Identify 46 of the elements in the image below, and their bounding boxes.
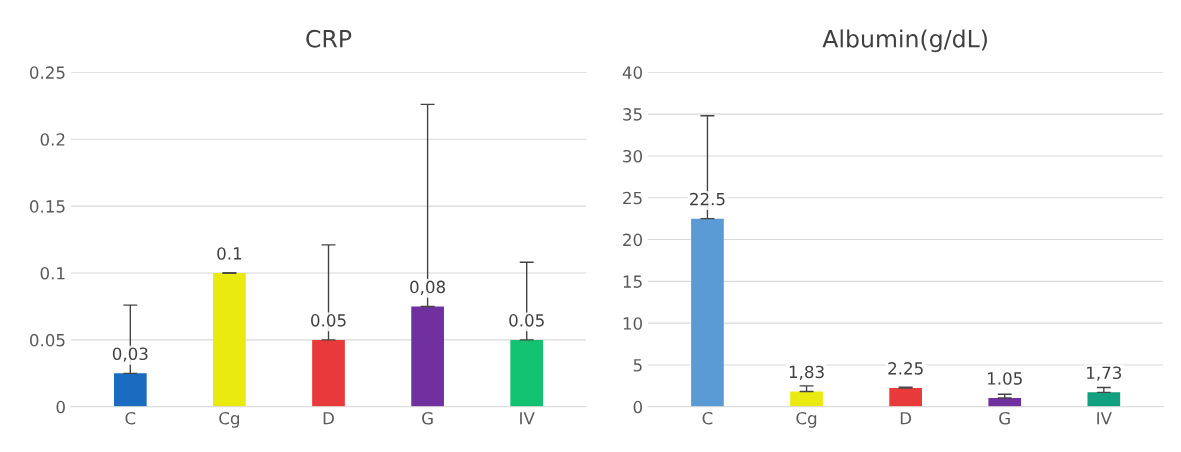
data-label: 0.1 (217, 247, 242, 260)
y-tick-label: 15 (623, 275, 642, 288)
data-label: 1.05 (988, 372, 1022, 385)
chart-title: Albumin(g/dL) (822, 29, 987, 53)
data-label: 2.25 (888, 362, 923, 375)
x-tick-label: G (422, 411, 433, 425)
y-tick-label: 0.05 (29, 333, 65, 347)
y-tick-label: 40 (622, 66, 643, 79)
bar (213, 273, 246, 407)
bar (691, 218, 724, 407)
x-tick-label: C (125, 411, 136, 425)
x-tick-label: IV (1097, 412, 1112, 425)
x-tick-label: C (702, 411, 713, 425)
x-tick-label: IV (520, 412, 535, 425)
y-tick-label: 35 (623, 108, 642, 121)
bar (411, 306, 444, 407)
bar (312, 339, 345, 407)
bar (113, 373, 147, 407)
y-tick-label: 0.25 (29, 66, 65, 79)
y-tick-label: 5 (633, 359, 642, 372)
x-tick-label: D (900, 412, 912, 425)
y-tick-label: 0.15 (29, 200, 65, 213)
x-tick-label: D (323, 412, 334, 425)
y-tick-label: 0 (56, 400, 65, 414)
data-label: 1,73 (1087, 366, 1122, 381)
x-tick-label: Cg (796, 411, 817, 428)
y-tick-label: 0 (633, 400, 643, 414)
data-label: 0,03 (112, 347, 148, 362)
y-tick-label: 20 (623, 233, 643, 247)
y-tick-label: 0.1 (40, 266, 65, 280)
data-label: 0,08 (410, 280, 446, 295)
x-tick-label: G (999, 411, 1010, 425)
y-tick-label: 25 (623, 191, 642, 205)
bar (790, 391, 823, 407)
bar (1087, 392, 1121, 407)
bar (889, 387, 922, 407)
y-tick-label: 0.2 (40, 133, 65, 146)
y-tick-label: 30 (623, 149, 643, 163)
data-label: 1,83 (789, 365, 824, 380)
data-label: 0.05 (509, 314, 544, 327)
y-tick-label: 10 (623, 317, 643, 330)
bar (510, 339, 544, 407)
data-label: 0.05 (311, 314, 346, 327)
data-label: 22.5 (690, 192, 725, 206)
chart-title: CRP (306, 29, 352, 48)
x-tick-label: Cg (219, 411, 240, 428)
